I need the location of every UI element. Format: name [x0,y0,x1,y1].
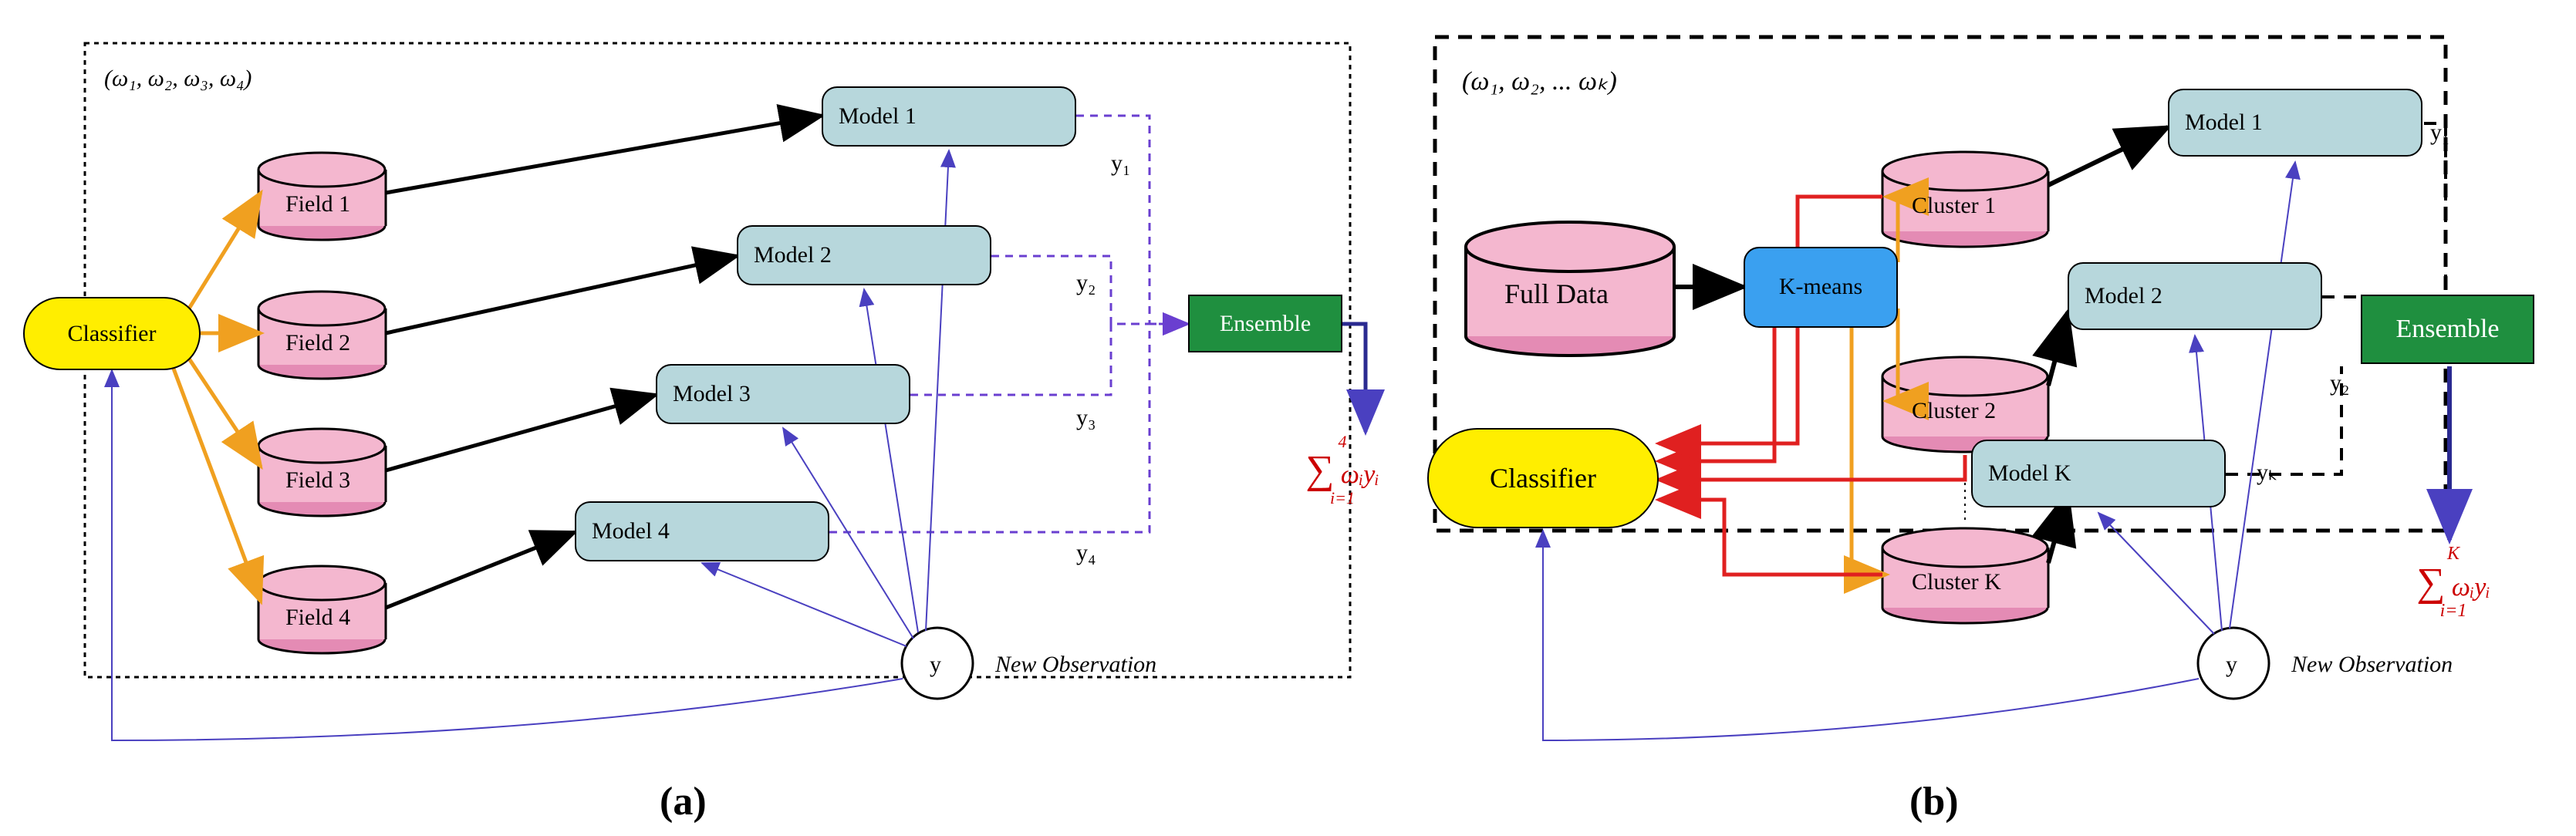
newobs-note-a: New Observation [995,652,1156,678]
model-4-a: Model 4 [575,501,829,561]
classifier-to-field3 [189,359,261,467]
model-2-a-label: Model 2 [754,242,832,268]
newobs-y-a: y [930,652,941,678]
ensemble-a: Ensemble [1188,295,1342,352]
model-2-b-label: Model 2 [2085,283,2162,308]
ensemble-a-label: Ensemble [1220,311,1311,336]
classifier-to-field4 [174,369,261,602]
field3-to-model3 [386,395,656,470]
y2-label-b: y₂ [2330,370,2349,396]
model-4-a-label: Model 4 [592,518,670,544]
field2-to-model2 [386,256,737,333]
cluster2-to-classifier [1659,455,1965,480]
sum-a-lower: i=1 [1265,488,1420,508]
sum-b-sigma: ∑ [2416,561,2445,605]
model-1-b-label: Model 1 [2185,110,2263,135]
model-k-b-label: Model K [1988,460,2071,486]
field-4-label: Field 4 [285,605,350,631]
y1-label-a: y₁ [1111,150,1130,177]
field-2-label: Field 2 [285,330,350,356]
full-data-label: Full Data [1504,278,1609,310]
newobs-to-model2-a [864,289,918,632]
sum-a-sigma: ∑ [1305,448,1334,492]
model-2-a: Model 2 [737,225,991,285]
sum-a: 4 ∑ ωᵢyᵢ i=1 [1265,432,1420,508]
model-1-a: Model 1 [822,86,1076,147]
classifier-b: Classifier [1427,428,1659,528]
field4-to-model4 [386,532,575,608]
classifier-b-label: Classifier [1490,463,1596,494]
model4-to-ensemble [829,324,1188,532]
y3-label-a: y₃ [1076,405,1096,431]
newobs-to-model1-b [2230,162,2295,629]
model3-to-ensemble [910,324,1188,395]
model-3-a: Model 3 [656,364,910,424]
y4-label-a: y₄ [1076,540,1096,566]
sum-b: K ∑ ωᵢyᵢ i=1 [2376,544,2530,622]
omega-label-b: (ω₁, ω₂, ... ωₖ) [1462,66,1617,96]
field1-to-model1 [386,116,822,193]
ensemble-b-label: Ensemble [2395,315,2499,343]
yk-label-b: yₖ [2257,459,2278,486]
newobs-to-modelk-b [2098,513,2214,634]
diagram-canvas: Classifier (ω₁, ω₂, ω₃, ω₄) Field 1 Fiel… [0,0,2576,836]
clusterk-to-classifier [1659,500,1882,575]
classifier-a-label: Classifier [68,321,157,346]
newobs-note-b: New Observation [2291,652,2453,678]
cluster2-to-model2 [2048,312,2068,386]
model-k-b: Model K [1971,440,2226,507]
cluster1-to-model1 [2048,127,2168,185]
model-1-a-label: Model 1 [839,103,917,129]
caption-a: (a) [660,779,707,824]
newobs-to-classifier-b [1543,531,2199,740]
ensemble-to-sum-a [1342,324,1366,432]
kmeans-to-classifier [1659,328,1774,461]
kmeans-box: K-means [1744,247,1898,328]
cluster-k-label: Cluster K [1912,569,2001,595]
y1-label-b: y₁ [2430,120,2449,146]
sum-a-body: ωᵢyᵢ [1341,460,1379,489]
model-2-b: Model 2 [2068,262,2322,330]
modelk-to-ensemble-b [2226,366,2341,474]
classifier-a: Classifier [23,297,201,370]
model-1-b: Model 1 [2168,89,2422,157]
sum-b-lower: i=1 [2376,601,2530,622]
y2-label-a: y₂ [1076,270,1096,296]
newobs-to-model1-a [926,150,949,631]
ensemble-b: Ensemble [2361,295,2534,364]
kmeans-label: K-means [1779,274,1862,299]
model1-to-ensemble-b [2424,123,2446,293]
newobs-to-model4-a [702,563,906,646]
cluster-1-label: Cluster 1 [1912,193,1996,219]
classifier-to-field1 [189,193,261,308]
cluster-2-label: Cluster 2 [1912,398,1996,424]
model-3-a-label: Model 3 [673,381,751,406]
caption-b: (b) [1909,779,1959,824]
sum-b-body: ωᵢyᵢ [2452,573,2490,602]
omega-label-a: (ω₁, ω₂, ω₃, ω₄) [104,66,252,92]
panel-a-dashed-box [85,43,1350,677]
field-1-label: Field 1 [285,191,350,217]
kmeans-to-clusterk [1852,328,1886,575]
field-3-label: Field 3 [285,467,350,494]
newobs-y-b: y [2226,652,2237,678]
